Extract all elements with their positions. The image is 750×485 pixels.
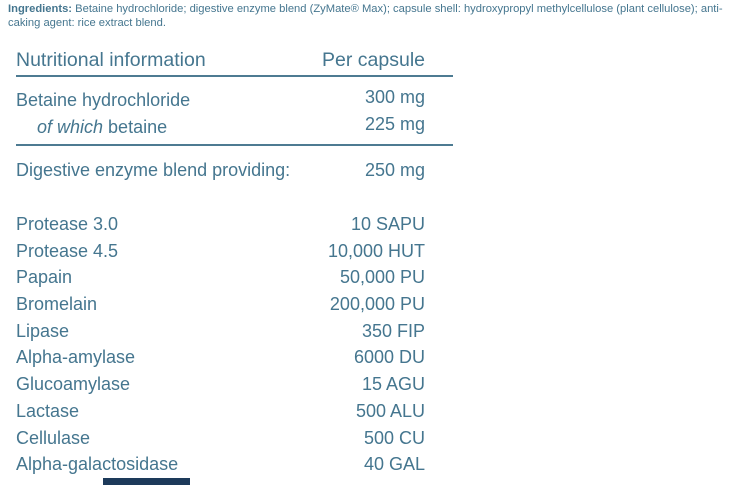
table-row-bromelain: Bromelain 200,000 PU [16,291,425,318]
row-label: Papain [16,267,73,288]
table-row-protease-45: Protease 4.5 10,000 HUT [16,238,425,265]
row-value: 225 mg [364,114,425,134]
header-per-capsule: Per capsule [322,49,425,71]
row-label: Betaine hydrochloride [16,90,191,110]
header-nutritional-information: Nutritional information [16,49,206,71]
row-label: Protease 4.5 [16,240,119,261]
row-label-italic-part: of which [37,117,104,137]
row-label: Bromelain [16,294,98,315]
row-label: of which betaine [16,114,167,140]
row-label-normal-part: betaine [103,117,168,137]
row-value: 50,000 PU [339,267,425,288]
bottom-edge-bar [103,478,190,485]
table-row-betaine-hydrochloride: Betaine hydrochloride 300 mg [16,87,425,113]
row-value: 200,000 PU [329,294,425,315]
row-value: 10 SAPU [350,214,425,234]
table-row-lactase: Lactase 500 ALU [16,398,425,425]
table-row-alpha-amylase: Alpha-amylase 6000 DU [16,344,425,371]
row-value: 500 ALU [355,400,425,421]
table-row-protease-30: Protease 3.0 10 SAPU [16,211,425,238]
table-row-of-which-betaine: of which betaine 225 mg [16,114,425,140]
row-label: Alpha-amylase [16,347,136,368]
table-row-papain: Papain 50,000 PU [16,264,425,291]
enzyme-rows-section: Protease 3.0 10 SAPU Protease 4.5 10,000… [16,211,425,478]
row-label: Alpha-galactosidase [16,454,179,475]
table-row-glucoamylase: Glucoamylase 15 AGU [16,371,425,398]
ingredients-paragraph: Ingredients: Betaine hydrochloride; dige… [8,3,746,31]
row-value: 250 mg [364,160,425,180]
ingredients-text: Betaine hydrochloride; digestive enzyme … [8,3,723,29]
row-label: Glucoamylase [16,374,131,395]
table-row-alpha-galactosidase: Alpha-galactosidase 40 GAL [16,451,425,478]
row-value: 10,000 HUT [327,240,425,261]
section-divider [16,144,453,146]
row-label: Digestive enzyme blend providing: [16,160,291,180]
row-label: Lipase [16,320,70,341]
row-value: 500 CU [363,427,425,448]
row-value: 15 AGU [361,374,425,395]
row-value: 300 mg [364,87,425,107]
header-divider [16,75,453,77]
row-value: 350 FIP [361,320,425,341]
table-row-cellulase: Cellulase 500 CU [16,425,425,452]
table-row-lipase: Lipase 350 FIP [16,318,425,345]
row-label: Lactase [16,400,80,421]
ingredients-label: Ingredients: [8,3,73,15]
row-value: 40 GAL [363,454,425,475]
row-label: Protease 3.0 [16,214,119,234]
table-row-enzyme-blend: Digestive enzyme blend providing: 250 mg [16,157,425,184]
nutrition-table: Nutritional information Per capsule Beta… [16,0,453,485]
row-value: 6000 DU [353,347,425,368]
table-header-row: Nutritional information Per capsule [16,46,425,75]
row-label: Cellulase [16,427,91,448]
